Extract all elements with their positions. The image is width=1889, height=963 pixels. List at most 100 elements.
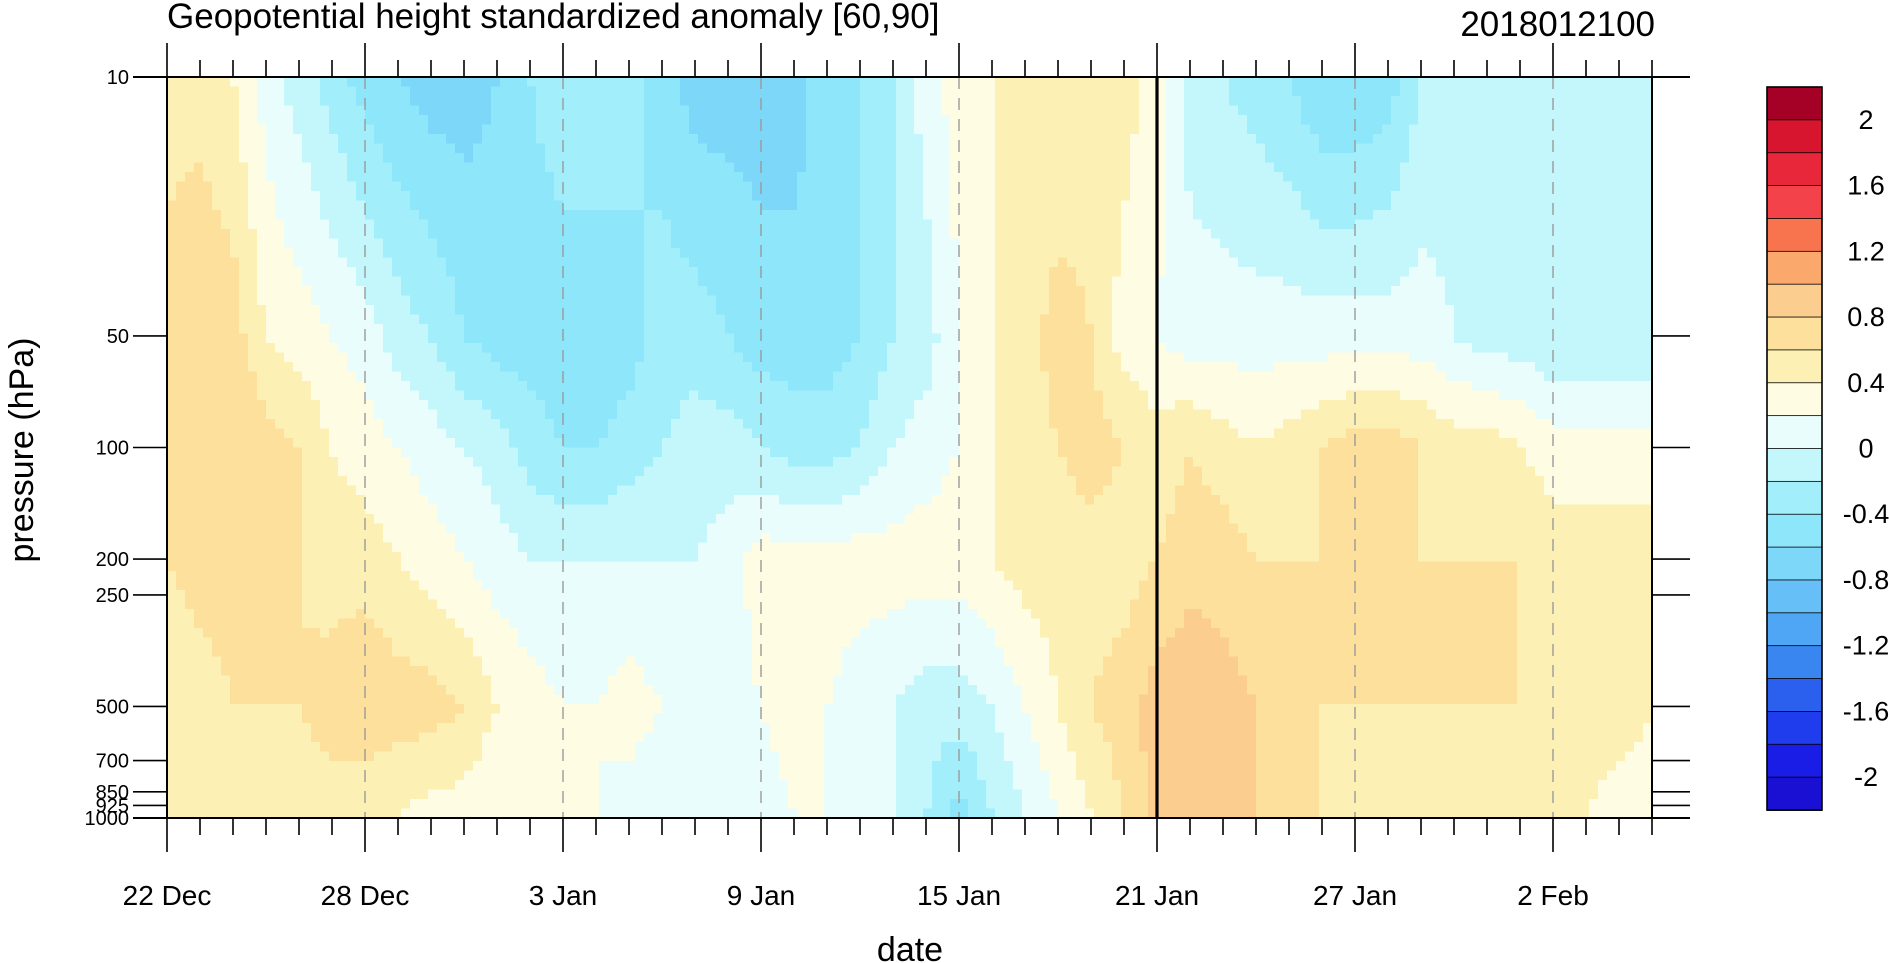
field-cell <box>536 362 546 373</box>
field-cell <box>356 143 366 154</box>
field-cell <box>230 77 240 88</box>
field-cell <box>1409 105 1419 116</box>
field-cell <box>545 77 555 88</box>
field-cell <box>734 86 744 97</box>
field-cell <box>689 210 699 221</box>
field-cell <box>1076 96 1086 107</box>
field-cell <box>617 191 627 202</box>
field-cell <box>896 124 906 135</box>
field-cell <box>1049 124 1059 135</box>
field-cell <box>347 295 357 306</box>
field-cell <box>1580 267 1590 278</box>
field-cell <box>383 143 393 154</box>
field-cell <box>419 86 429 97</box>
field-cell <box>1625 238 1635 249</box>
field-cell <box>617 286 627 297</box>
field-cell <box>608 295 618 306</box>
field-cell <box>734 286 744 297</box>
field-cell <box>905 96 915 107</box>
field-cell <box>392 333 402 344</box>
field-cell <box>797 77 807 88</box>
field-cell <box>329 343 339 354</box>
field-cell <box>896 86 906 97</box>
field-cell <box>1211 134 1221 145</box>
field-cell <box>1202 162 1212 173</box>
field-cell <box>644 200 654 211</box>
field-cell <box>194 96 204 107</box>
field-cell <box>518 77 528 88</box>
field-cell <box>1490 77 1500 88</box>
field-cell <box>536 314 546 325</box>
field-cell <box>1544 134 1554 145</box>
field-cell <box>1076 105 1086 116</box>
field-cell <box>1085 115 1095 126</box>
field-cell <box>473 172 483 183</box>
field-cell <box>203 238 213 249</box>
field-cell <box>1526 143 1536 154</box>
field-cell <box>536 305 546 316</box>
field-cell <box>419 191 429 202</box>
field-cell <box>1202 210 1212 221</box>
field-cell <box>914 153 924 164</box>
field-cell <box>707 115 717 126</box>
field-cell <box>554 77 564 88</box>
field-cell <box>401 324 411 335</box>
field-cell <box>1148 324 1158 335</box>
field-cell <box>1517 153 1527 164</box>
field-cell <box>851 77 861 88</box>
field-cell <box>1121 286 1131 297</box>
field-cell <box>1013 124 1023 135</box>
field-cell <box>977 210 987 221</box>
field-cell <box>401 162 411 173</box>
field-cell <box>1265 343 1275 354</box>
field-cell <box>1139 229 1149 240</box>
field-cell <box>833 86 843 97</box>
field-cell <box>212 286 222 297</box>
field-cell <box>1247 200 1257 211</box>
field-cell <box>239 191 249 202</box>
field-cell <box>194 172 204 183</box>
field-cell <box>464 248 474 259</box>
field-cell <box>275 229 285 240</box>
field-cell <box>1571 314 1581 325</box>
field-cell <box>1436 229 1446 240</box>
field-cell <box>1382 86 1392 97</box>
field-cell <box>302 343 312 354</box>
field-cell <box>320 248 330 259</box>
field-cell <box>212 248 222 259</box>
field-cell <box>1409 200 1419 211</box>
field-cell <box>887 105 897 116</box>
field-cell <box>1481 172 1491 183</box>
field-cell <box>815 115 825 126</box>
field-cell <box>878 219 888 230</box>
field-cell <box>437 362 447 373</box>
field-cell <box>1211 276 1221 287</box>
field-cell <box>635 257 645 268</box>
field-cell <box>806 295 816 306</box>
field-cell <box>1364 181 1374 192</box>
field-cell <box>1265 77 1275 88</box>
field-cell <box>1139 115 1149 126</box>
field-cell <box>743 324 753 335</box>
field-cell <box>806 210 816 221</box>
field-cell <box>230 162 240 173</box>
field-cell <box>1553 314 1563 325</box>
field-cell <box>1211 267 1221 278</box>
field-cell <box>284 210 294 221</box>
field-cell <box>698 219 708 230</box>
field-cell <box>761 238 771 249</box>
field-cell <box>482 77 492 88</box>
field-cell <box>1436 172 1446 183</box>
field-cell <box>1112 276 1122 287</box>
field-cell <box>662 105 672 116</box>
field-cell <box>1229 267 1239 278</box>
field-cell <box>293 96 303 107</box>
field-cell <box>302 115 312 126</box>
field-cell <box>1382 200 1392 211</box>
field-cell <box>815 96 825 107</box>
field-cell <box>356 295 366 306</box>
field-cell <box>284 362 294 373</box>
field-cell <box>968 305 978 316</box>
field-cell <box>1274 210 1284 221</box>
field-cell <box>1346 352 1356 363</box>
